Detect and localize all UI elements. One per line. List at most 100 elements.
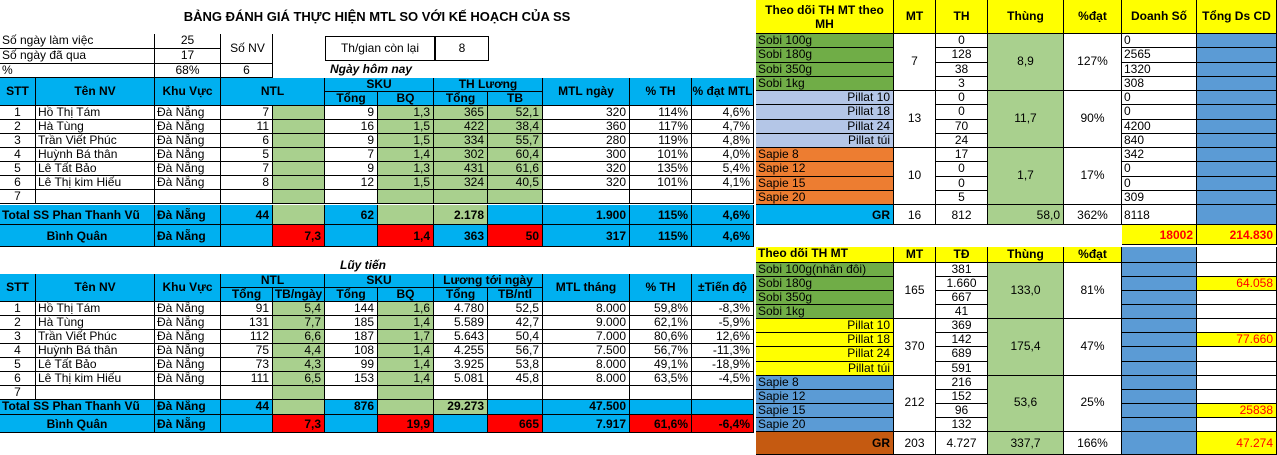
row-luong-tb[interactable]: 60,4 (488, 148, 543, 162)
mt-item-cd[interactable]: 64.058 (1197, 277, 1277, 292)
row-luong-total[interactable]: 324 (434, 176, 488, 190)
mh-item-name[interactable]: Sapie 15 (756, 176, 894, 191)
row-ntl2[interactable] (273, 176, 325, 190)
row-ntl[interactable]: 8 (221, 176, 273, 190)
mt-item-cd[interactable] (1197, 263, 1277, 278)
row-luong-total[interactable] (434, 386, 488, 400)
row-tien-do[interactable]: -8,3% (692, 302, 754, 316)
row-pct[interactable]: 4,7% (692, 120, 754, 134)
mt-item-cd[interactable] (1197, 291, 1277, 306)
row-luong-tb[interactable]: 52,1 (488, 106, 543, 120)
row-luong-tb[interactable]: 55,7 (488, 134, 543, 148)
row-stt[interactable]: 7 (0, 190, 36, 204)
remaining-value[interactable]: 8 (435, 36, 489, 61)
row-stt[interactable]: 4 (0, 148, 36, 162)
row-ntl-tb[interactable]: 6,5 (273, 372, 325, 386)
row-tien-do[interactable]: -4,5% (692, 372, 754, 386)
mh-item-th[interactable]: 38 (936, 62, 988, 77)
mt-item-td[interactable]: 216 (936, 375, 988, 390)
row-luong-total[interactable]: 4.255 (434, 344, 488, 358)
row-luong-total[interactable] (434, 190, 488, 204)
row-stt[interactable]: 3 (0, 134, 36, 148)
mh-item-th[interactable]: 0 (936, 91, 988, 106)
row-luong-total[interactable]: 4.780 (434, 302, 488, 316)
mh-item-th[interactable]: 70 (936, 119, 988, 134)
row-ntl-total[interactable]: 112 (221, 330, 273, 344)
row-tien-do[interactable] (692, 386, 754, 400)
mh-item-name[interactable]: Sobi 1kg (756, 76, 894, 91)
row-name[interactable]: Trần Viết Phúc (36, 330, 155, 344)
row-mtl[interactable]: 320 (543, 106, 630, 120)
mt-item-cd[interactable]: 25838 (1197, 403, 1277, 418)
mh-group-pct[interactable]: 90% (1064, 91, 1122, 148)
mt-item-blank[interactable] (1122, 319, 1197, 334)
row-sku-total[interactable]: 9 (325, 134, 378, 148)
mt-item-td[interactable]: 369 (936, 319, 988, 334)
row-area[interactable]: Đà Nẵng (155, 148, 221, 162)
row-luong-tb[interactable]: 50,4 (488, 330, 543, 344)
mh-item-th[interactable]: 24 (936, 133, 988, 148)
row-luong-tb[interactable]: 52,5 (488, 302, 543, 316)
mt-item-blank[interactable] (1122, 389, 1197, 404)
passed-days-value[interactable]: 17 (155, 49, 221, 64)
staff-value[interactable]: 6 (221, 64, 273, 78)
mt-item-td[interactable]: 591 (936, 361, 988, 376)
mh-group-thung[interactable]: 1,7 (988, 148, 1064, 205)
row-stt[interactable]: 4 (0, 344, 36, 358)
mt-item-td[interactable]: 96 (936, 403, 988, 418)
row-ntl2[interactable] (273, 162, 325, 176)
mt-item-name[interactable]: Sobi 350g (756, 291, 894, 306)
row-mtl[interactable]: 360 (543, 120, 630, 134)
mh-item-th[interactable]: 17 (936, 148, 988, 163)
mt-item-td[interactable]: 132 (936, 417, 988, 432)
mh-item-cd[interactable] (1197, 133, 1277, 148)
row-sku-bq[interactable]: 1,4 (378, 148, 434, 162)
row-name[interactable]: Trần Viết Phúc (36, 134, 155, 148)
row-ntl-tb[interactable]: 4,4 (273, 344, 325, 358)
mh-item-ds[interactable]: 4200 (1122, 119, 1197, 134)
row-sku-total[interactable]: 12 (325, 176, 378, 190)
row-ntl-tb[interactable]: 7,7 (273, 316, 325, 330)
row-sku-bq[interactable]: 1,5 (378, 120, 434, 134)
row-sku-bq[interactable]: 1,6 (378, 302, 434, 316)
row-ntl-total[interactable]: 131 (221, 316, 273, 330)
mt-item-td[interactable]: 667 (936, 291, 988, 306)
row-ntl[interactable]: 7 (221, 162, 273, 176)
mt-item-blank[interactable] (1122, 417, 1197, 432)
row-mtl[interactable]: 280 (543, 134, 630, 148)
row-ntl[interactable]: 6 (221, 134, 273, 148)
row-sku-bq[interactable]: 1,5 (378, 134, 434, 148)
mt-item-name[interactable]: Sapie 15 (756, 403, 894, 418)
mh-item-th[interactable]: 0 (936, 162, 988, 177)
row-stt[interactable]: 3 (0, 330, 36, 344)
row-sku-bq[interactable]: 1,3 (378, 106, 434, 120)
row-name[interactable]: Hồ Thị Tám (36, 106, 155, 120)
mt-group-thung[interactable]: 53,6 (988, 375, 1064, 432)
mt-item-blank[interactable] (1122, 375, 1197, 390)
row-sku-bq[interactable] (378, 190, 434, 204)
row-mtl[interactable] (543, 190, 630, 204)
row-pct[interactable]: 4,0% (692, 148, 754, 162)
mt-item-name[interactable]: Sobi 100g(nhân đôi) (756, 263, 894, 278)
row-luong-tb[interactable]: 38,4 (488, 120, 543, 134)
row-sku-total[interactable]: 7 (325, 148, 378, 162)
row-luong-tb[interactable]: 56,7 (488, 344, 543, 358)
mt-group-thung[interactable]: 175,4 (988, 319, 1064, 376)
row-sku-bq[interactable]: 1,3 (378, 162, 434, 176)
row-th[interactable]: 59,8% (630, 302, 692, 316)
row-name[interactable]: Huỳnh Bá thân (36, 148, 155, 162)
row-th[interactable]: 62,1% (630, 316, 692, 330)
mt-item-blank[interactable] (1122, 291, 1197, 306)
mt-item-name[interactable]: Pillat 18 (756, 333, 894, 348)
row-ntl-total[interactable] (221, 386, 273, 400)
row-luong-total[interactable]: 365 (434, 106, 488, 120)
row-mtl[interactable]: 300 (543, 148, 630, 162)
mh-item-ds[interactable]: 0 (1122, 176, 1197, 191)
row-sku-total[interactable]: 108 (325, 344, 378, 358)
row-sku-total[interactable]: 144 (325, 302, 378, 316)
mh-item-name[interactable]: Sapie 12 (756, 162, 894, 177)
row-luong-tb[interactable]: 40,5 (488, 176, 543, 190)
row-ntl[interactable]: 5 (221, 148, 273, 162)
row-sku-bq[interactable]: 1,4 (378, 358, 434, 372)
row-pct[interactable]: 4,8% (692, 134, 754, 148)
